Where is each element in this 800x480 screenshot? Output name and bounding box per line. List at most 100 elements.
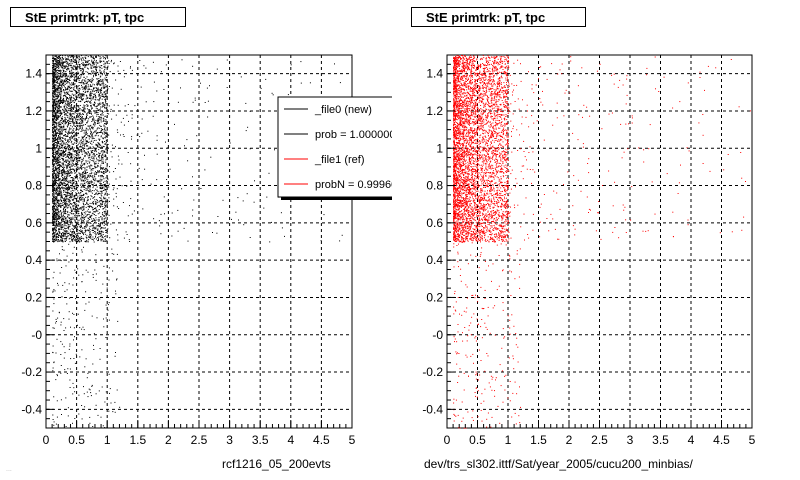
- scatter-point: [80, 189, 82, 191]
- scatter-point: [76, 240, 78, 242]
- scatter-point: [80, 139, 82, 141]
- scatter-point: [68, 75, 70, 77]
- scatter-point: [67, 220, 69, 222]
- scatter-point: [75, 203, 77, 205]
- scatter-point: [57, 190, 59, 192]
- scatter-point: [76, 193, 78, 195]
- scatter-point: [77, 197, 79, 199]
- scatter-point: [101, 94, 103, 96]
- scatter-point: [52, 173, 54, 175]
- scatter-point: [82, 124, 84, 126]
- scatter-point: [70, 221, 72, 223]
- scatter-point: [90, 142, 92, 144]
- scatter-point: [89, 94, 90, 96]
- scatter-point: [55, 200, 57, 202]
- scatter-point: [105, 57, 106, 59]
- scatter-point: [65, 143, 67, 145]
- scatter-point: [95, 96, 97, 98]
- scatter-point: [98, 132, 100, 133]
- scatter-point: [93, 62, 95, 64]
- scatter-point: [66, 77, 68, 79]
- scatter-point: [66, 194, 68, 196]
- scatter-point: [62, 164, 64, 166]
- scatter-point: [91, 206, 92, 208]
- scatter-point: [62, 62, 64, 64]
- scatter-point: [74, 203, 76, 205]
- scatter-point: [54, 169, 56, 171]
- scatter-point: [72, 229, 74, 230]
- scatter-point: [63, 121, 64, 123]
- scatter-point: [102, 93, 104, 95]
- scatter-point: [56, 131, 58, 133]
- scatter-point: [71, 137, 73, 139]
- scatter-point: [99, 159, 101, 161]
- scatter-point: [58, 152, 60, 154]
- scatter-point: [73, 185, 75, 187]
- scatter-point: [95, 134, 97, 136]
- scatter-point: [60, 196, 62, 198]
- scatter-point: [71, 101, 73, 103]
- scatter-point: [68, 157, 69, 159]
- scatter-point: [58, 126, 60, 128]
- scatter-point: [54, 59, 56, 61]
- scatter-point: [97, 205, 99, 206]
- scatter-point: [54, 95, 56, 97]
- scatter-point: [80, 82, 82, 84]
- scatter-point: [97, 127, 99, 129]
- scatter-point: [53, 177, 55, 179]
- scatter-point: [67, 103, 69, 105]
- scatter-point: [97, 228, 99, 230]
- scatter-point: [58, 86, 60, 88]
- scatter-point: [81, 219, 83, 221]
- scatter-point: [103, 129, 105, 131]
- scatter-point: [93, 179, 94, 181]
- scatter-point: [75, 185, 77, 187]
- scatter-point: [57, 173, 59, 175]
- scatter-point: [82, 171, 84, 173]
- scatter-point: [70, 208, 72, 210]
- scatter-point: [76, 236, 78, 238]
- scatter-point: [87, 229, 89, 231]
- scatter-point: [84, 124, 86, 125]
- scatter-point: [102, 212, 104, 214]
- scatter-point: [56, 96, 58, 98]
- scatter-point: [99, 200, 101, 202]
- scatter-point: [78, 78, 80, 80]
- scatter-point: [93, 110, 95, 112]
- scatter-point: [100, 106, 102, 108]
- scatter-point: [57, 121, 59, 123]
- scatter-point: [54, 219, 55, 221]
- scatter-point: [61, 146, 63, 148]
- scatter-point: [98, 93, 100, 95]
- scatter-point: [55, 166, 57, 168]
- scatter-point: [85, 78, 87, 80]
- scatter-point: [69, 172, 71, 174]
- scatter-point: [68, 129, 70, 131]
- scatter-point: [80, 187, 82, 189]
- scatter-point: [105, 205, 107, 206]
- scatter-point: [90, 104, 92, 106]
- scatter-point: [87, 221, 89, 223]
- scatter-point: [100, 180, 102, 182]
- scatter-point: [90, 234, 92, 236]
- scatter-point: [85, 80, 87, 82]
- scatter-point: [56, 120, 58, 121]
- scatter-point: [82, 144, 84, 146]
- scatter-point: [60, 216, 62, 218]
- scatter-point: [106, 144, 108, 146]
- scatter-point: [61, 186, 63, 188]
- scatter-point: [53, 138, 55, 140]
- scatter-point: [85, 132, 87, 133]
- scatter-point: [61, 79, 63, 81]
- scatter-point: [65, 219, 67, 221]
- scatter-point: [73, 88, 75, 90]
- scatter-point: [65, 75, 67, 77]
- scatter-point: [85, 58, 87, 59]
- scatter-point: [74, 79, 76, 81]
- scatter-point: [75, 76, 77, 78]
- scatter-point: [55, 103, 57, 105]
- scatter-point: [69, 175, 70, 177]
- scatter-point: [71, 118, 73, 120]
- scatter-point: [61, 113, 63, 115]
- scatter-point: [98, 236, 100, 238]
